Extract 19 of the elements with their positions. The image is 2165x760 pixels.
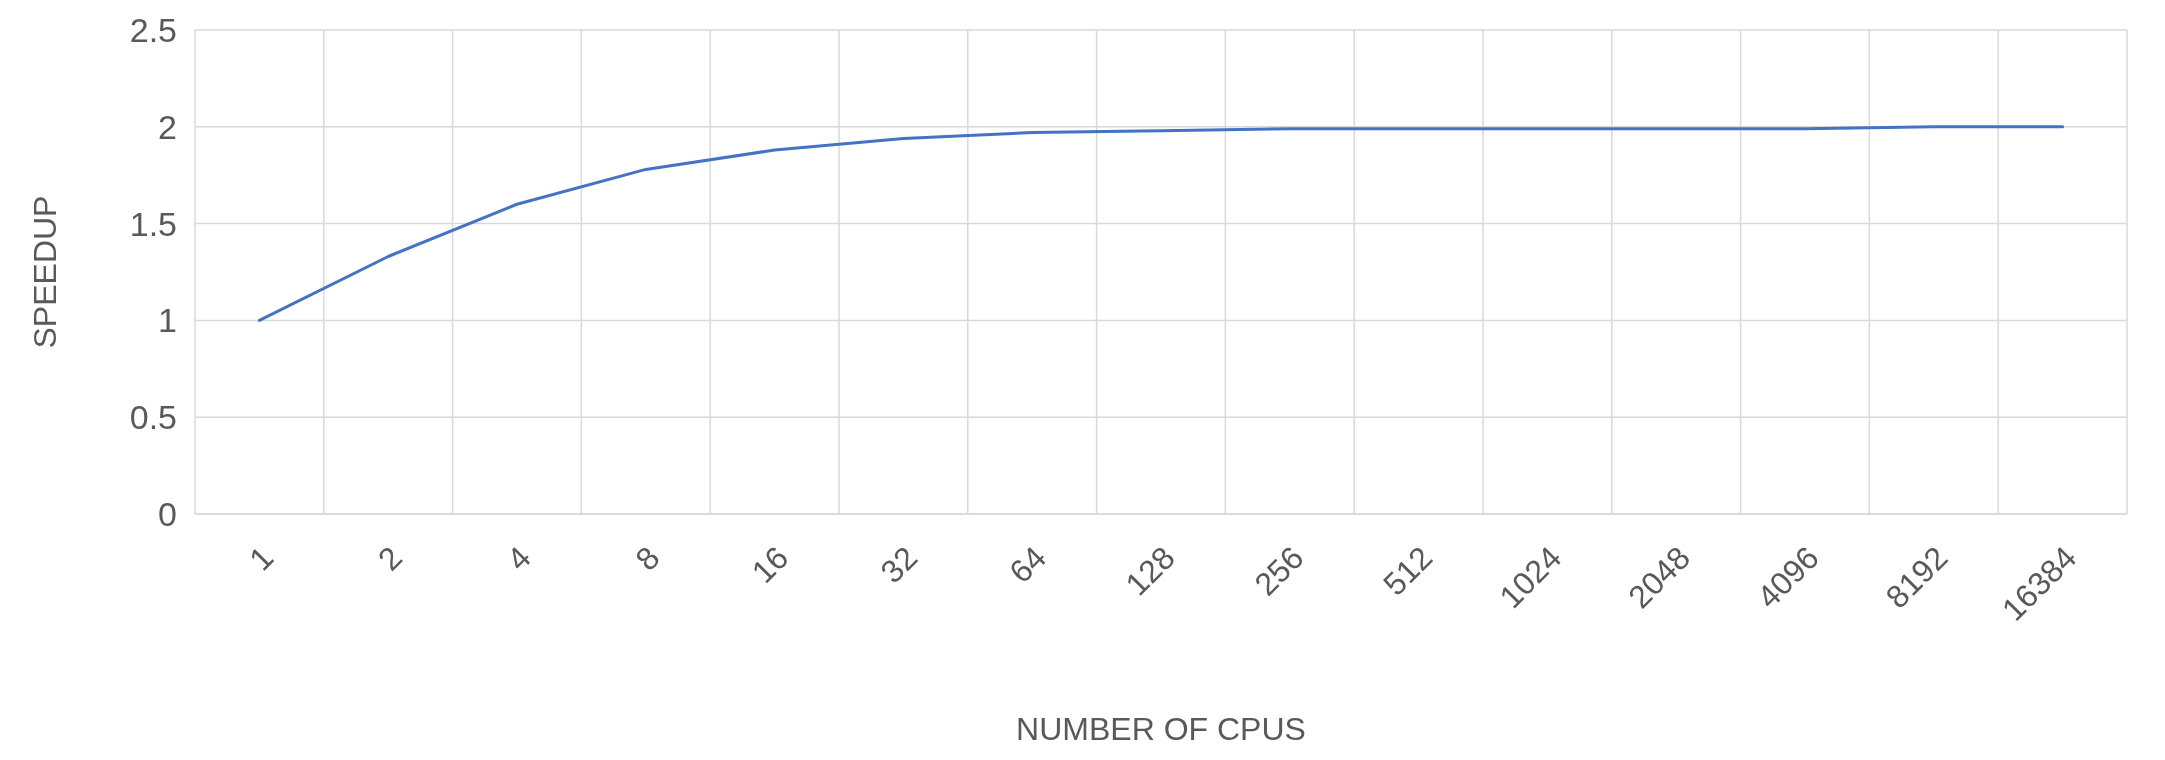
- y-tick-label: 0.5: [129, 398, 177, 437]
- y-tick-label: 1.5: [129, 204, 177, 243]
- y-axis-title: SPEEDUP: [27, 195, 63, 349]
- y-tick-label: 2: [158, 107, 177, 146]
- x-tick-label: 128: [1118, 539, 1182, 603]
- x-tick-label: 2: [370, 539, 409, 578]
- x-axis-title: NUMBER OF CPUS: [1016, 711, 1306, 747]
- y-tick-label: 1: [158, 301, 177, 340]
- y-tick-label: 2.5: [129, 10, 177, 49]
- x-tick-label: 256: [1247, 539, 1311, 603]
- x-tick-label: 8: [628, 539, 667, 578]
- y-tick-label: 0: [158, 494, 177, 533]
- x-tick-label: 1: [242, 539, 281, 578]
- x-tick-label: 32: [873, 539, 925, 590]
- x-tick-label: 16: [744, 539, 796, 590]
- x-tick-label: 64: [1002, 539, 1053, 590]
- x-tick-label: 512: [1376, 539, 1440, 603]
- line-series: [257, 125, 2065, 322]
- x-tick-label: 4: [499, 539, 538, 578]
